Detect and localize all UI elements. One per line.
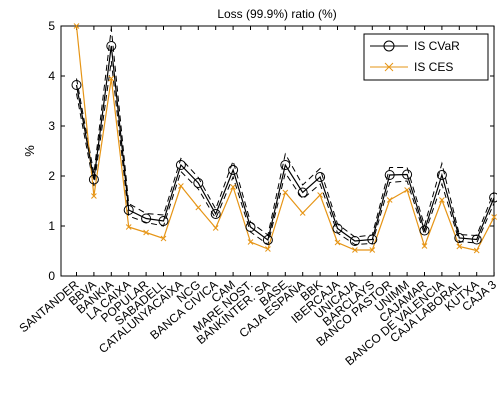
data-point-ces (317, 192, 323, 198)
data-point-cvar (349, 236, 360, 246)
data-point-cvar (297, 187, 308, 198)
data-point-ces (265, 246, 271, 252)
data-point-ces (178, 183, 184, 189)
legend-box (363, 33, 489, 81)
data-point-ces (108, 75, 115, 82)
data-point-cvar (88, 174, 99, 185)
data-point-cvar (262, 235, 273, 245)
y-tick-label: 1 (48, 219, 55, 233)
legend-marker-cvar (383, 40, 395, 52)
data-point-cvar (436, 170, 447, 180)
data-point-cvar (315, 172, 326, 182)
data-point-ces (195, 204, 202, 211)
y-tick-label: 4 (48, 69, 55, 83)
data-point-ces (160, 235, 167, 242)
data-point-ces (386, 197, 393, 203)
data-point-ces (125, 224, 132, 230)
data-point-cvar (210, 209, 221, 219)
data-point-ces (299, 210, 306, 216)
data-point-cvar (141, 213, 152, 224)
y-tick-label: 3 (48, 119, 55, 133)
data-point-ces (369, 247, 376, 253)
data-point-cvar (419, 225, 430, 236)
data-point-cvar (193, 178, 204, 188)
data-point-cvar (471, 234, 482, 245)
data-point-ces (491, 214, 497, 220)
data-point-ces (404, 187, 410, 193)
data-point-ces (247, 239, 254, 245)
data-point-ces (456, 243, 463, 250)
data-point-ces (143, 229, 149, 236)
data-point-cvar (384, 170, 395, 180)
data-point-cvar (175, 160, 186, 170)
legend-marker-ces (384, 62, 394, 72)
data-point-cvar (280, 160, 291, 170)
x-tick-label: SANTANDER (16, 277, 81, 335)
data-point-cvar (367, 234, 378, 245)
data-point-ces (334, 239, 341, 246)
data-point-ces (230, 184, 236, 190)
data-point-cvar (489, 192, 497, 203)
data-point-cvar (245, 222, 256, 232)
y-axis-label: % (22, 145, 37, 157)
data-point-cvar (106, 41, 117, 51)
data-point-ces (282, 189, 289, 196)
legend: IS CVaR IS CES (363, 33, 489, 81)
data-point-ces (352, 247, 358, 253)
data-point-ces (212, 225, 219, 231)
series-line-cvar (75, 45, 495, 242)
data-point-cvar (332, 223, 343, 234)
data-point-ces (73, 23, 80, 29)
data-point-ces (473, 247, 480, 254)
data-point-ces (421, 243, 428, 249)
legend-label-ces: IS CES (414, 60, 453, 74)
data-point-cvar (402, 169, 413, 180)
chart-title: Loss (99.9%) ratio (%) (217, 7, 336, 21)
legend-label-cvar: IS CVaR (414, 39, 460, 53)
data-point-ces (439, 197, 445, 203)
data-point-cvar (454, 233, 465, 243)
y-tick-label: 2 (48, 169, 55, 183)
y-tick-label: 5 (48, 19, 55, 33)
y-axis: 0 1 2 3 4 5 (48, 19, 494, 283)
data-point-ces (91, 193, 97, 199)
data-point-cvar (123, 205, 134, 215)
data-point-cvar (71, 80, 82, 90)
data-point-cvar (228, 165, 239, 175)
data-point-cvar (158, 216, 169, 226)
series-group (71, 23, 497, 254)
y-tick-label: 0 (48, 269, 55, 283)
